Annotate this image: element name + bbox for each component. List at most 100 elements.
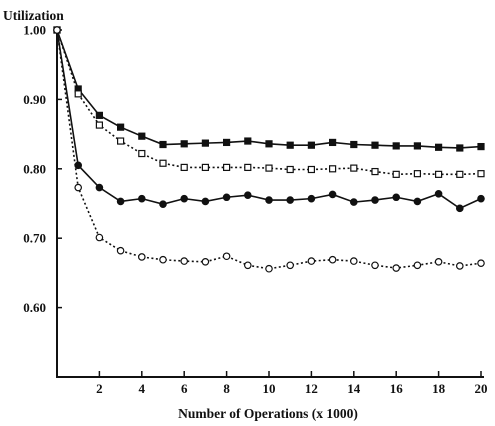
data-point-circle	[286, 196, 295, 204]
data-point-circle	[265, 264, 273, 273]
data-point-square	[286, 141, 294, 149]
data-point-circle	[371, 261, 379, 270]
data-point-circle	[244, 261, 252, 270]
series-line	[56, 29, 482, 176]
x-axis-title: Number of Operations (x 1000)	[178, 406, 358, 421]
data-point-square	[116, 137, 125, 145]
series-line	[56, 29, 482, 210]
data-point-circle	[159, 200, 167, 208]
series-3	[53, 26, 485, 213]
data-point-square	[392, 170, 400, 178]
data-point-square	[329, 138, 337, 147]
data-point-circle	[434, 189, 443, 198]
data-point-circle	[349, 198, 358, 206]
x-tick-label: 12	[305, 381, 318, 396]
data-point-square	[435, 143, 443, 151]
data-point-circle	[74, 183, 83, 192]
data-point-square	[307, 141, 315, 149]
x-tick-label: 2	[96, 381, 103, 396]
data-point-square	[413, 142, 421, 150]
y-tick-label: 0.80	[23, 161, 46, 176]
data-point-circle	[307, 194, 316, 203]
data-point-circle	[455, 204, 464, 213]
data-point-square	[371, 141, 379, 149]
data-point-circle	[159, 255, 167, 264]
data-point-square	[180, 140, 188, 148]
y-tick-label: 0.70	[23, 231, 46, 246]
data-point-square	[223, 163, 231, 172]
y-axis-title: Utilization	[3, 8, 64, 23]
data-point-circle	[201, 257, 210, 266]
data-point-circle	[265, 196, 273, 204]
data-point-circle	[307, 257, 316, 265]
data-point-circle	[180, 194, 189, 203]
data-point-square	[456, 144, 464, 152]
y-tick-label: 1.00	[23, 23, 46, 38]
data-point-square	[159, 159, 167, 167]
data-point-square	[180, 163, 188, 172]
series-4	[53, 26, 485, 273]
data-point-circle	[371, 196, 379, 204]
y-tick-label: 0.90	[23, 92, 46, 107]
data-point-square	[350, 164, 358, 172]
y-tick-label: 0.60	[23, 300, 46, 315]
data-point-square	[138, 132, 146, 140]
x-tick-label: 4	[139, 381, 146, 396]
data-point-circle	[116, 246, 125, 255]
x-tick-label: 18	[432, 381, 446, 396]
data-point-circle	[53, 26, 61, 34]
data-point-circle	[180, 257, 189, 265]
data-point-square	[138, 149, 146, 158]
x-tick-label: 6	[181, 381, 188, 396]
data-point-square	[392, 142, 400, 150]
data-point-circle	[392, 193, 401, 202]
data-point-circle	[392, 264, 401, 272]
series-1	[53, 26, 485, 152]
data-point-circle	[349, 257, 358, 265]
data-point-square	[74, 90, 82, 98]
data-point-square	[435, 170, 443, 178]
data-point-circle	[95, 183, 104, 192]
data-point-square	[477, 142, 485, 151]
data-point-circle	[477, 194, 485, 203]
data-point-circle	[477, 259, 485, 267]
data-point-square	[413, 170, 421, 178]
data-point-square	[201, 163, 209, 172]
data-point-square	[95, 121, 104, 129]
series-2	[53, 26, 485, 178]
x-tick-label: 16	[390, 381, 404, 396]
data-point-circle	[138, 253, 146, 261]
data-point-square	[159, 140, 167, 149]
data-point-circle	[286, 261, 295, 270]
x-tick-label: 20	[475, 381, 488, 396]
data-point-square	[223, 138, 231, 147]
data-point-square	[244, 137, 252, 145]
data-point-square	[456, 170, 464, 178]
data-point-square	[307, 165, 315, 174]
data-point-square	[265, 140, 273, 148]
x-tick-label: 14	[347, 381, 361, 396]
data-point-circle	[413, 197, 422, 206]
data-point-square	[265, 164, 273, 172]
x-tick-label: 8	[223, 381, 230, 396]
data-point-circle	[328, 255, 337, 264]
data-point-circle	[138, 194, 146, 203]
data-point-circle	[413, 261, 422, 270]
data-point-square	[350, 140, 358, 149]
data-point-square	[286, 165, 294, 174]
data-point-square	[116, 123, 125, 131]
data-point-square	[95, 111, 104, 119]
data-point-square	[201, 139, 209, 147]
data-point-square	[329, 165, 337, 173]
data-point-circle	[95, 233, 104, 242]
data-point-circle	[455, 262, 464, 270]
data-point-circle	[201, 197, 210, 206]
data-point-square	[477, 170, 485, 178]
data-point-circle	[116, 197, 125, 206]
data-point-square	[244, 163, 252, 172]
data-point-circle	[222, 193, 231, 202]
data-point-circle	[244, 191, 252, 199]
data-point-circle	[328, 190, 337, 199]
data-point-circle	[434, 257, 443, 266]
